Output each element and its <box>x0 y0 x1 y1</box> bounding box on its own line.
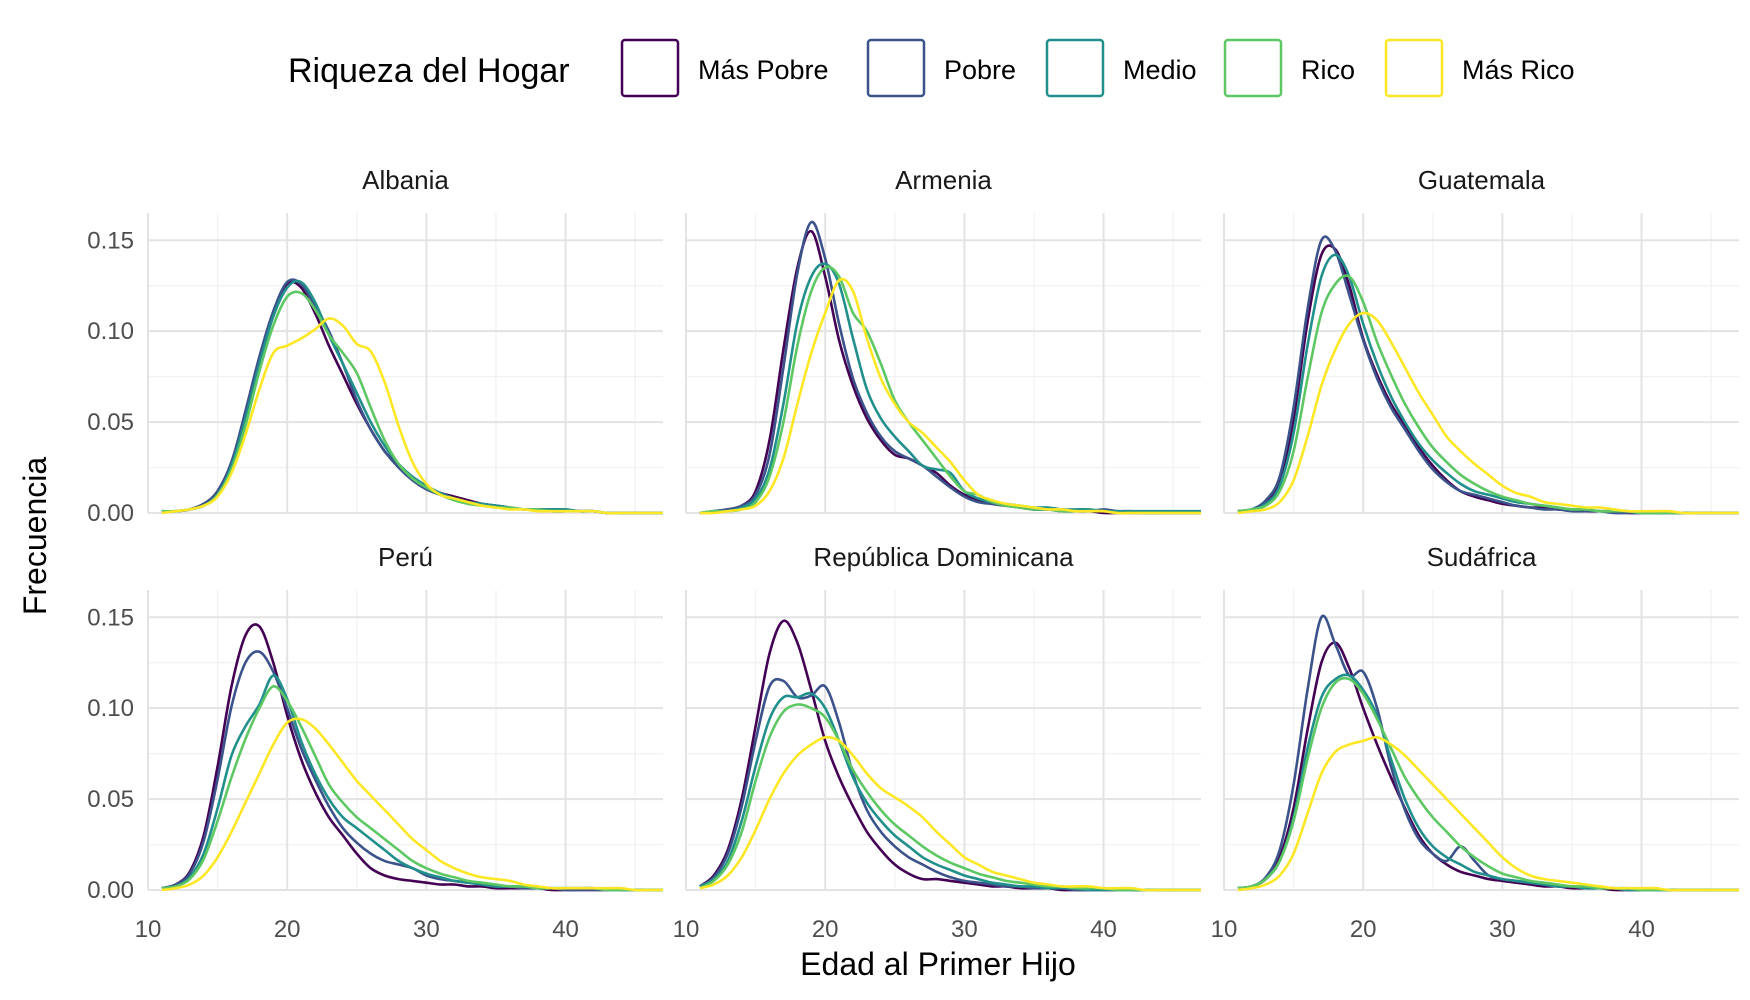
series-line-mas-pobre <box>1237 641 1739 892</box>
panel-republica-dominicana: República Dominicana 10 20 30 40 <box>673 542 1201 943</box>
series-line-mas-rico <box>1237 311 1739 515</box>
y-tick-label: 0.15 <box>87 227 134 254</box>
x-tick-label: 40 <box>1090 916 1117 943</box>
panel-title: Perú <box>378 542 433 572</box>
panel-title: República Dominicana <box>813 542 1074 572</box>
series-line-pobre <box>1237 235 1739 515</box>
panel-albania: Albania 0.00 0.05 0.10 0.15 <box>87 165 663 527</box>
y-tick-label: 0.00 <box>87 877 134 904</box>
panel-title: Sudáfrica <box>1427 542 1537 572</box>
x-tick-label: 40 <box>1628 916 1655 943</box>
series-lines <box>1237 614 1739 892</box>
series-line-pobre <box>161 650 663 892</box>
x-tick-label: 30 <box>951 916 978 943</box>
panel-peru: Perú 0.00 0.05 0.10 0.15 10 20 30 40 <box>87 542 663 943</box>
series-line-mas-rico <box>699 735 1201 892</box>
series-lines <box>1237 235 1739 515</box>
legend-label-pobre: Pobre <box>944 55 1016 85</box>
series-line-mas-pobre <box>699 229 1201 515</box>
series-line-mas-rico <box>161 717 663 892</box>
series-line-mas-pobre <box>161 623 663 892</box>
legend-label-medio: Medio <box>1123 55 1197 85</box>
series-line-medio <box>699 262 1201 515</box>
series-line-mas-pobre <box>699 619 1201 892</box>
x-tick-label: 10 <box>673 916 700 943</box>
y-tick-label: 0.00 <box>87 500 134 527</box>
series-line-rico <box>699 703 1201 892</box>
legend-label-mas-rico: Más Rico <box>1462 55 1575 85</box>
series-line-rico <box>699 265 1201 515</box>
y-axis-title: Frecuencia <box>17 457 53 616</box>
legend-key-pobre <box>866 38 926 98</box>
x-tick-label: 10 <box>1211 916 1238 943</box>
series-line-rico <box>161 290 663 515</box>
panel-guatemala: Guatemala <box>1223 165 1739 515</box>
legend-key-rico <box>1223 38 1283 98</box>
series-lines <box>161 278 663 515</box>
series-line-rico <box>161 685 663 892</box>
series-lines <box>699 619 1201 892</box>
series-line-pobre <box>699 220 1201 515</box>
panel-title: Albania <box>362 165 449 195</box>
x-tick-label: 20 <box>1350 916 1377 943</box>
y-tick-label: 0.05 <box>87 409 134 436</box>
series-line-rico <box>1237 676 1739 892</box>
panel-title: Armenia <box>895 165 992 195</box>
series-line-mas-rico <box>699 277 1201 515</box>
x-tick-label: 20 <box>812 916 839 943</box>
legend-title: Riqueza del Hogar <box>288 52 570 90</box>
x-tick-label: 40 <box>552 916 579 943</box>
legend-label-mas-pobre: Más Pobre <box>698 55 829 85</box>
series-lines <box>161 623 663 892</box>
y-tick-label: 0.15 <box>87 604 134 631</box>
panel-title: Guatemala <box>1418 165 1546 195</box>
y-tick-label: 0.10 <box>87 695 134 722</box>
legend-key-mas-rico <box>1384 38 1444 98</box>
x-tick-label: 20 <box>274 916 301 943</box>
legend-label-rico: Rico <box>1301 55 1355 85</box>
legend: Riqueza del Hogar Más Pobre Pobre Medio Ric… <box>288 38 1575 98</box>
series-line-pobre <box>1237 614 1739 892</box>
panels: Albania 0.00 0.05 0.10 0.15 Armenia Guatemala P… <box>87 165 1739 943</box>
y-tick-label: 0.10 <box>87 318 134 345</box>
legend-key-mas-pobre <box>620 38 680 98</box>
legend-key-medio <box>1045 38 1105 98</box>
grid <box>147 213 663 514</box>
series-lines <box>699 220 1201 515</box>
y-tick-label: 0.05 <box>87 786 134 813</box>
panel-armenia: Armenia <box>685 165 1201 515</box>
series-line-mas-rico <box>161 317 663 515</box>
x-tick-label: 10 <box>135 916 162 943</box>
x-tick-label: 30 <box>1489 916 1516 943</box>
panel-sudafrica: Sudáfrica 10 20 30 40 <box>1211 542 1739 943</box>
series-line-rico <box>1237 274 1739 515</box>
x-axis-title: Edad al Primer Hijo <box>800 946 1076 982</box>
series-line-pobre <box>699 677 1201 892</box>
series-line-mas-rico <box>1237 735 1739 892</box>
x-tick-label: 30 <box>413 916 440 943</box>
